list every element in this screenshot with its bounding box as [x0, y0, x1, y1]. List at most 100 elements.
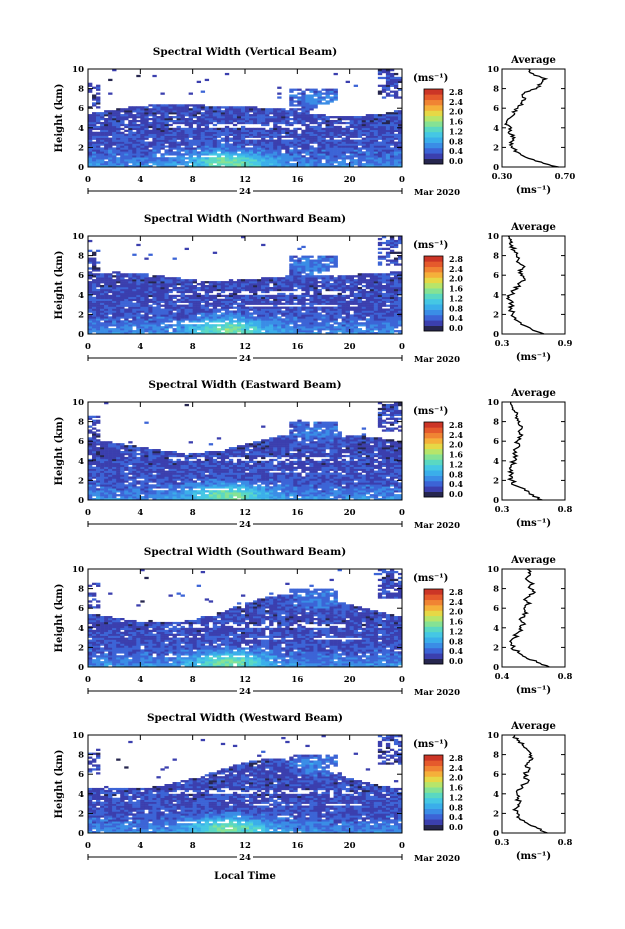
heatmap-cell: [313, 104, 318, 107]
heatmap-cell: [96, 452, 101, 456]
heatmap-cell: [345, 312, 350, 315]
heatmap-cell: [317, 147, 322, 150]
heatmap-cell: [132, 290, 137, 294]
heatmap-cell: [249, 114, 254, 117]
heatmap-cell: [208, 290, 214, 294]
heatmap-cell: [265, 288, 270, 292]
heatmap-cell: [224, 145, 230, 148]
heatmap-cell: [100, 308, 105, 311]
heatmap-cell: [188, 92, 193, 95]
heatmap-cell: [341, 155, 346, 158]
heatmap-cell: [152, 281, 157, 284]
heatmap-cell: [140, 296, 145, 300]
heatmap-cell: [309, 277, 314, 280]
heatmap-cell: [249, 121, 254, 125]
heatmap-cell: [321, 151, 326, 154]
heatmap-cell: [120, 328, 125, 331]
heatmap-cell: [357, 275, 363, 278]
heatmap-cell: [297, 279, 302, 282]
heatmap-cell: [196, 139, 202, 142]
heatmap-cell: [289, 157, 294, 160]
heatmap-cell: [325, 116, 330, 119]
heatmap-cell: [188, 114, 193, 117]
heatmap-cell: [293, 141, 298, 144]
heatmap-cell: [365, 300, 371, 303]
heatmap-cell: [104, 286, 109, 290]
heatmap-cell: [96, 292, 101, 296]
heatmap-cell: [192, 151, 197, 154]
heatmap-cell: [164, 157, 169, 160]
heatmap-cell: [124, 135, 129, 138]
heatmap-cell: [313, 125, 318, 129]
heatmap-cell: [273, 300, 278, 303]
heatmap-cell: [333, 314, 338, 317]
heatmap-cell: [317, 292, 322, 296]
heatmap-cell: [353, 292, 359, 296]
heatmap-cell: [144, 125, 149, 129]
heatmap-cell: [257, 326, 262, 329]
heatmap-cell: [160, 298, 165, 301]
heatmap-cell: [293, 165, 298, 168]
heatmap-cell: [337, 296, 342, 300]
heatmap-cell: [104, 310, 109, 313]
heatmap-cell: [160, 161, 165, 164]
heatmap-cell: [172, 139, 177, 142]
heatmap-cell: [188, 326, 193, 329]
heatmap-cell: [176, 147, 181, 150]
heatmap-cell: [228, 143, 234, 146]
heatmap-cell: [333, 296, 338, 300]
heatmap-cell: [385, 277, 391, 280]
colorbar-segment: [424, 298, 443, 305]
heatmap-cell: [176, 328, 181, 331]
heatmap-cell: [385, 300, 391, 303]
heatmap-cell: [293, 119, 298, 123]
heatmap-cell: [385, 273, 391, 276]
heatmap-cell: [216, 116, 222, 119]
heatmap-cell: [208, 302, 214, 305]
heatmap-cell: [261, 137, 266, 140]
heatmap-cell: [249, 314, 254, 317]
heatmap-cell: [293, 308, 298, 311]
heatmap-cell: [353, 316, 359, 319]
heatmap-cell: [140, 294, 145, 298]
heatmap-cell: [212, 286, 218, 290]
heatmap-cell: [200, 143, 206, 146]
heatmap-cell: [132, 127, 137, 131]
heatmap-cell: [100, 147, 105, 150]
heatmap-cell: [309, 114, 314, 117]
heatmap-cell: [321, 137, 326, 140]
heatmap-cell: [333, 161, 338, 164]
heatmap-cell: [108, 316, 113, 319]
colorbar-label: 2.0: [449, 107, 463, 117]
y-tick-label: 2: [493, 143, 499, 153]
heatmap-cell: [104, 498, 109, 501]
heatmap-cell: [393, 84, 399, 87]
heatmap-cell: [152, 149, 157, 152]
heatmap-cell: [100, 462, 105, 466]
heatmap-cell: [377, 84, 383, 87]
heatmap-cell: [393, 304, 399, 307]
heatmap-cell: [249, 135, 254, 138]
heatmap-cell: [192, 129, 197, 133]
heatmap-cell: [321, 322, 326, 325]
heatmap-cell: [329, 332, 334, 335]
heatmap-cell: [208, 304, 214, 307]
heatmap-cell: [393, 283, 399, 286]
heatmap-cell: [192, 137, 197, 140]
heatmap-cell: [156, 145, 161, 148]
heatmap-cell: [253, 153, 258, 156]
heatmap-cell: [236, 312, 242, 315]
heatmap-cell: [345, 129, 350, 133]
heatmap-cell: [249, 163, 254, 166]
heatmap-cell: [228, 326, 234, 329]
heatmap-cell: [345, 306, 350, 309]
heatmap-cell: [116, 324, 121, 327]
heatmap-cell: [124, 304, 129, 307]
heatmap-cell: [164, 288, 169, 292]
heatmap-cell: [321, 279, 326, 282]
heatmap-cell: [108, 456, 113, 460]
heatmap-cell: [160, 314, 165, 317]
heatmap-cell: [140, 151, 145, 154]
heatmap-cell: [240, 106, 246, 109]
heatmap-cell: [381, 129, 387, 133]
